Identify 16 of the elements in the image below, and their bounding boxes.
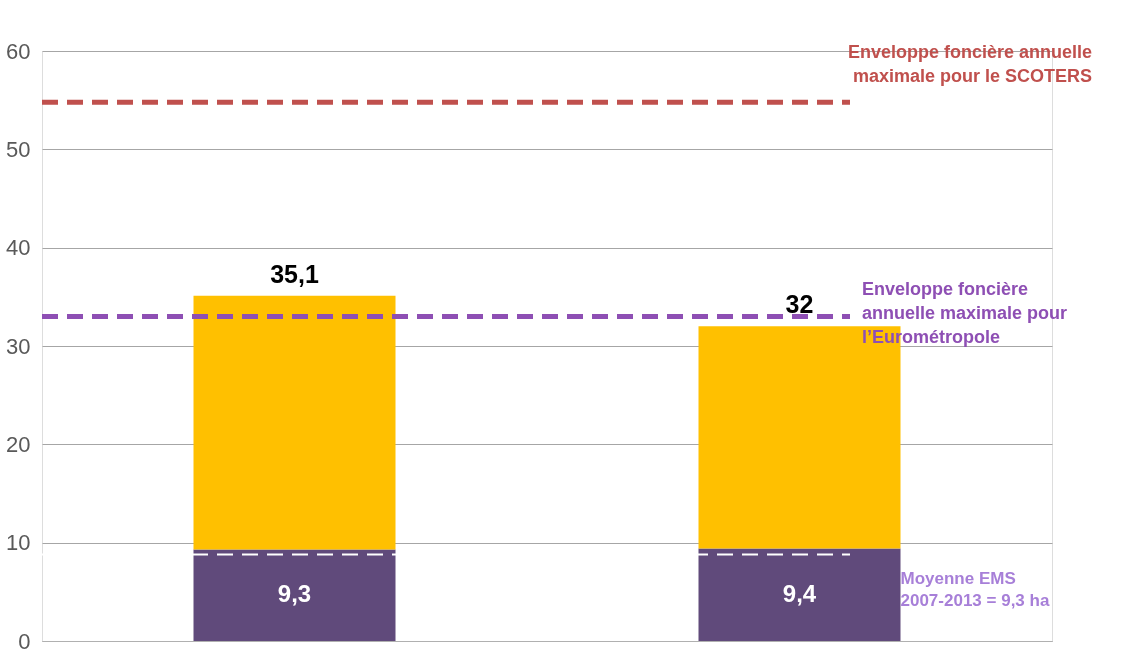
y-tick-label: 60 [6,38,31,64]
data-label: 9,3 [277,580,312,608]
bar [698,548,901,641]
y-tick-label: 50 [6,136,31,162]
total-label: 35,1 [270,259,319,288]
ref-line-label: Enveloppe foncière annuelle maximale pour le SCOTERS [847,42,1092,87]
y-tick-label: 20 [6,431,31,457]
bar [193,549,396,641]
total-label: 32 [785,290,814,319]
bar [193,295,396,550]
y-tick-label: 10 [6,530,31,556]
y-tick-label: 0 [18,628,31,654]
y-tick-label: 30 [6,333,31,359]
y-tick-label: 40 [6,235,31,261]
data-label: 9,4 [782,579,817,607]
annotation: Moyenne EMS 2007-2013 = 9,3 ha [900,569,1050,610]
